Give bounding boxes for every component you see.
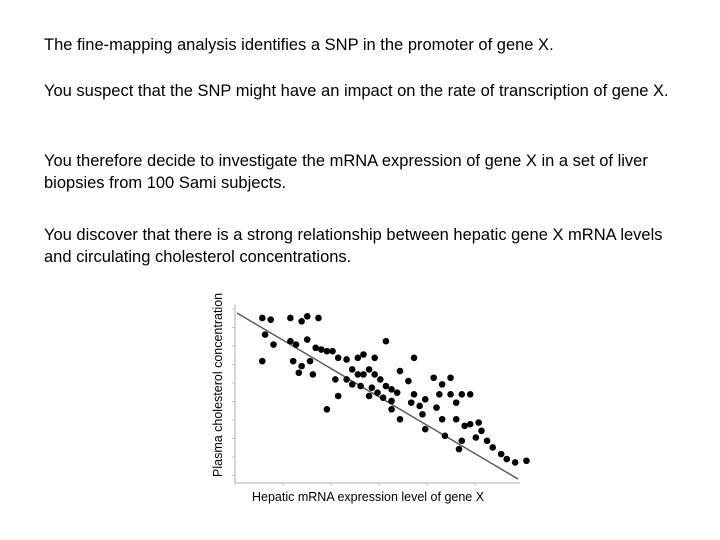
data-point: [452, 415, 460, 423]
data-point: [421, 425, 429, 433]
data-point: [489, 444, 497, 451]
data-point: [503, 455, 511, 463]
data-point: [365, 366, 373, 373]
x-axis-label: Hepatic mRNA expression level of gene X: [252, 490, 485, 504]
data-point: [323, 347, 331, 355]
data-point: [368, 384, 376, 391]
data-point: [405, 377, 412, 385]
data-point: [430, 374, 437, 382]
data-point: [348, 381, 356, 388]
data-point: [329, 347, 336, 355]
data-point: [407, 399, 415, 406]
data-point: [323, 405, 331, 413]
data-point: [365, 392, 373, 400]
data-point: [433, 404, 440, 411]
data-point: [382, 382, 390, 390]
data-point: [416, 402, 423, 410]
data-point: [354, 354, 362, 362]
data-point: [523, 457, 530, 465]
data-point: [295, 369, 303, 377]
data-point: [483, 437, 491, 445]
data-point: [447, 391, 454, 398]
data-point: [354, 371, 362, 378]
data-point: [388, 386, 395, 393]
data-point: [478, 427, 485, 435]
data-point: [455, 445, 463, 453]
data-point: [309, 371, 317, 378]
data-point: [438, 381, 446, 388]
data-point: [379, 394, 387, 401]
data-point: [298, 362, 305, 370]
data-point: [438, 415, 446, 423]
data-point: [258, 314, 266, 322]
data-point: [332, 376, 339, 383]
data-point: [348, 366, 356, 373]
data-point: [287, 337, 294, 345]
data-point: [357, 382, 364, 390]
data-point: [458, 437, 466, 445]
data-point: [360, 351, 367, 358]
data-point: [298, 318, 305, 325]
y-axis-ticks: [232, 308, 235, 476]
data-point: [452, 399, 460, 406]
data-point: [472, 434, 480, 441]
data-point: [441, 432, 449, 440]
data-point: [419, 410, 426, 418]
data-point: [410, 354, 418, 362]
data-point: [258, 357, 266, 365]
data-point: [371, 354, 378, 362]
statement-discovery: You discover that there is a strong rela…: [44, 226, 663, 266]
data-point: [303, 336, 311, 343]
data-point: [270, 341, 277, 348]
data-point: [396, 415, 404, 423]
data-point: [289, 357, 297, 365]
statement-investigation: You therefore decide to investigate the …: [44, 152, 648, 192]
data-point: [410, 391, 418, 398]
data-point: [374, 389, 381, 396]
data-point: [393, 389, 401, 396]
statement-fine-mapping: The fine-mapping analysis identifies a S…: [44, 36, 554, 54]
data-point: [306, 357, 314, 365]
x-axis-ticks: [234, 483, 476, 486]
data-point: [466, 391, 474, 398]
data-point: [371, 371, 378, 378]
data-point: [334, 354, 342, 362]
data-point: [377, 376, 384, 383]
data-point: [511, 459, 519, 466]
y-axis-label: Plasma cholesterol concentration: [211, 293, 225, 477]
data-point: [303, 313, 311, 320]
data-point: [267, 316, 275, 323]
scatter-chart: Hepatic mRNA expression level of gene X …: [211, 293, 530, 504]
data-point: [382, 337, 390, 345]
data-point: [461, 422, 468, 430]
data-point: [388, 405, 395, 413]
statement-suspicion: You suspect that the SNP might have an i…: [44, 82, 669, 100]
data-point: [261, 331, 269, 338]
data-point: [287, 314, 294, 322]
data-points: [258, 313, 530, 466]
data-point: [447, 374, 454, 382]
data-point: [312, 344, 319, 352]
data-point: [292, 341, 300, 348]
data-point: [315, 314, 322, 322]
trend-line: [236, 312, 519, 480]
data-point: [343, 356, 350, 363]
data-point: [497, 450, 505, 458]
data-point: [360, 371, 367, 378]
data-point: [475, 419, 482, 426]
data-point: [388, 397, 395, 405]
data-point: [421, 396, 429, 403]
data-point: [436, 391, 443, 398]
data-point: [343, 376, 350, 383]
data-point: [458, 391, 466, 398]
data-point: [318, 346, 325, 353]
data-point: [466, 420, 474, 428]
data-point: [334, 392, 342, 400]
data-point: [396, 367, 404, 375]
